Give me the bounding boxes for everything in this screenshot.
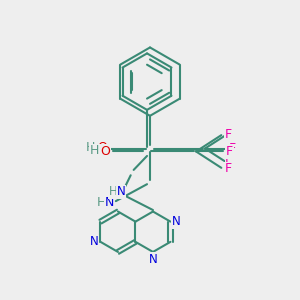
Text: O: O [98,141,107,154]
Text: N: N [148,253,157,266]
Text: N: N [117,185,125,198]
Text: F: F [224,162,231,175]
Text: F: F [229,142,236,155]
Text: N: N [104,196,114,209]
Text: N: N [172,215,180,228]
Text: H: H [90,144,99,158]
Text: F: F [225,127,232,140]
Text: F: F [224,128,231,141]
Text: H: H [109,185,118,198]
Text: F: F [226,145,233,158]
Text: H: H [96,196,106,209]
Text: N: N [89,235,98,248]
Text: H: H [85,141,94,154]
Text: O: O [100,145,110,158]
Text: F: F [225,157,232,170]
